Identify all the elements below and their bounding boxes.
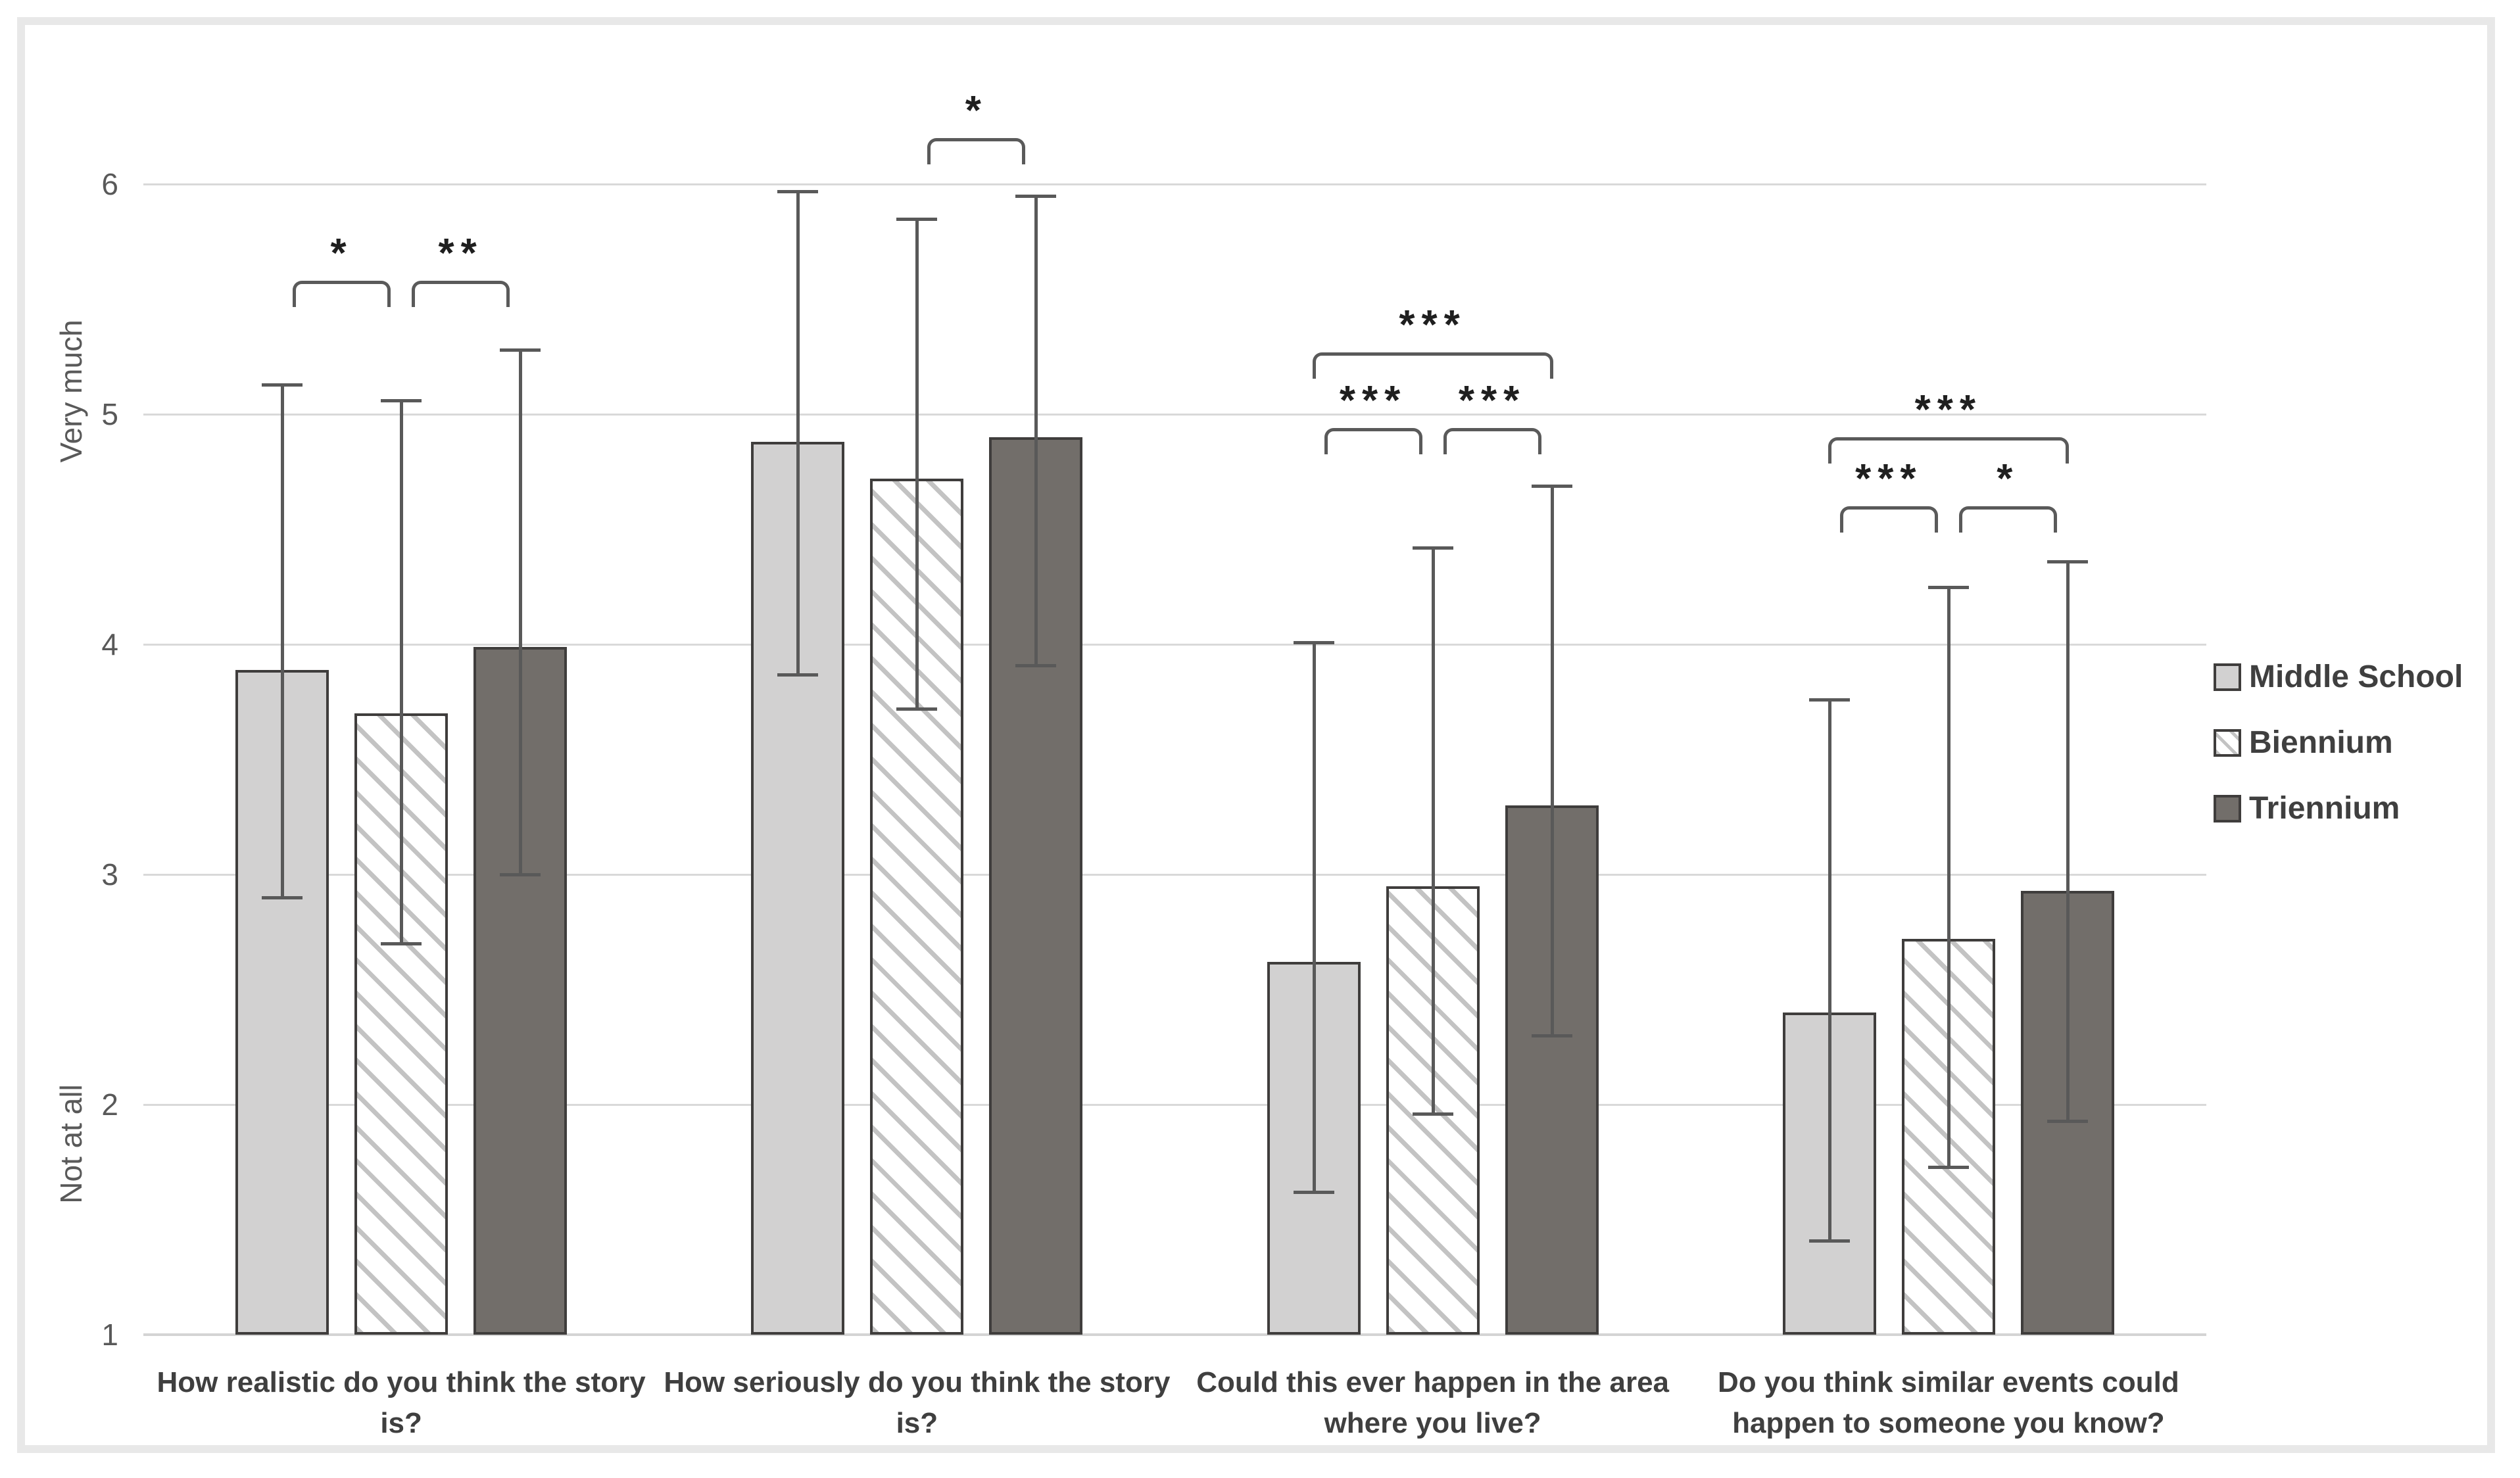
significance-bracket: [927, 138, 1026, 164]
error-bar-cap-bottom: [1015, 663, 1057, 667]
error-bar-cap-top: [262, 383, 303, 387]
error-bar-cap-bottom: [2047, 1119, 2088, 1123]
legend-item-triennium: Triennium: [2214, 793, 2463, 824]
error-bar-cap-bottom: [896, 707, 938, 711]
error-bar: [1828, 700, 1831, 1241]
error-bar-cap-top: [1531, 484, 1572, 488]
significance-stars: ***: [1855, 456, 1923, 502]
category-label: How seriously do you think the story is?: [664, 1366, 1171, 1439]
error-bar: [915, 218, 919, 709]
significance-stars: ***: [1339, 378, 1407, 423]
legend-swatch-triennium-icon: [2214, 795, 2241, 822]
y-tick-label: 1: [101, 1318, 118, 1352]
legend-item-middle-school: Middle School: [2214, 661, 2463, 693]
error-bar-cap-bottom: [262, 896, 303, 899]
error-bar-cap-top: [1927, 585, 1969, 589]
error-bar-cap-top: [1412, 546, 1453, 550]
gridline: [143, 644, 2206, 646]
error-bar: [1312, 642, 1316, 1192]
error-bar: [1947, 586, 1951, 1167]
y-tick-label: 4: [101, 627, 118, 661]
error-bar-cap-top: [381, 399, 422, 402]
significance-bracket: [1839, 506, 1938, 533]
error-bar: [1550, 485, 1554, 1036]
error-bar-cap-bottom: [1927, 1165, 1969, 1169]
significance-stars: ***: [1458, 378, 1526, 423]
error-bar-cap-top: [1808, 698, 1850, 702]
significance-stars: ***: [1914, 387, 1983, 433]
legend-label: Biennium: [2249, 725, 2393, 760]
error-bar-cap-bottom: [500, 873, 541, 876]
error-bar-cap-bottom: [1293, 1191, 1334, 1194]
error-bar-cap-bottom: [1808, 1239, 1850, 1243]
y-tick-label: 6: [101, 167, 118, 201]
gridline: [143, 414, 2206, 416]
error-bar: [519, 350, 523, 874]
significance-bracket: [1828, 437, 2069, 464]
significance-bracket: [412, 281, 510, 307]
error-bar-cap-top: [2047, 560, 2088, 563]
error-bar: [796, 191, 800, 675]
error-bar-cap-top: [1015, 194, 1057, 198]
legend-label: Triennium: [2249, 791, 2400, 826]
category-label: How realistic do you think the story is?: [157, 1366, 646, 1439]
significance-bracket: [293, 281, 391, 307]
y-tick-label: 2: [101, 1087, 118, 1122]
error-bar: [2066, 561, 2070, 1121]
error-bar-cap-bottom: [1412, 1112, 1453, 1116]
significance-bracket: [1324, 428, 1422, 454]
error-bar: [400, 400, 404, 943]
significance-stars: *: [330, 231, 353, 276]
legend: Middle School Biennium Triennium: [2214, 661, 2463, 824]
legend-swatch-middle-school-icon: [2214, 663, 2241, 691]
significance-stars: *: [1997, 456, 2020, 502]
error-bar: [1431, 548, 1435, 1114]
significance-stars: **: [438, 231, 483, 276]
error-bar-cap-top: [1293, 640, 1334, 644]
significance-stars: ***: [1399, 302, 1466, 348]
y-tick-label: 5: [101, 397, 118, 431]
y-axis-caption-top: Very much: [54, 320, 88, 463]
x-axis-line: [143, 1333, 2206, 1336]
y-tick-label: 3: [101, 857, 118, 892]
significance-bracket: [1958, 506, 2057, 533]
gridline: [143, 874, 2206, 876]
significance-bracket: [1443, 428, 1541, 454]
gridline: [143, 183, 2206, 185]
error-bar-cap-top: [500, 348, 541, 352]
error-bar-cap-bottom: [777, 673, 819, 677]
error-bar: [281, 384, 285, 897]
legend-item-biennium: Biennium: [2214, 727, 2463, 759]
gridline: [143, 1104, 2206, 1106]
error-bar-cap-top: [896, 217, 938, 221]
significance-stars: *: [965, 88, 988, 133]
legend-label: Middle School: [2249, 659, 2463, 694]
legend-swatch-biennium-icon: [2214, 729, 2241, 757]
error-bar-cap-top: [777, 189, 819, 193]
category-label: Could this ever happen in the area where…: [1196, 1366, 1670, 1439]
significance-bracket: [1312, 352, 1553, 379]
error-bar-cap-bottom: [381, 942, 422, 945]
error-bar: [1034, 195, 1038, 665]
error-bar-cap-bottom: [1531, 1034, 1572, 1037]
category-label: Do you think similar events could happen…: [1718, 1366, 2179, 1439]
